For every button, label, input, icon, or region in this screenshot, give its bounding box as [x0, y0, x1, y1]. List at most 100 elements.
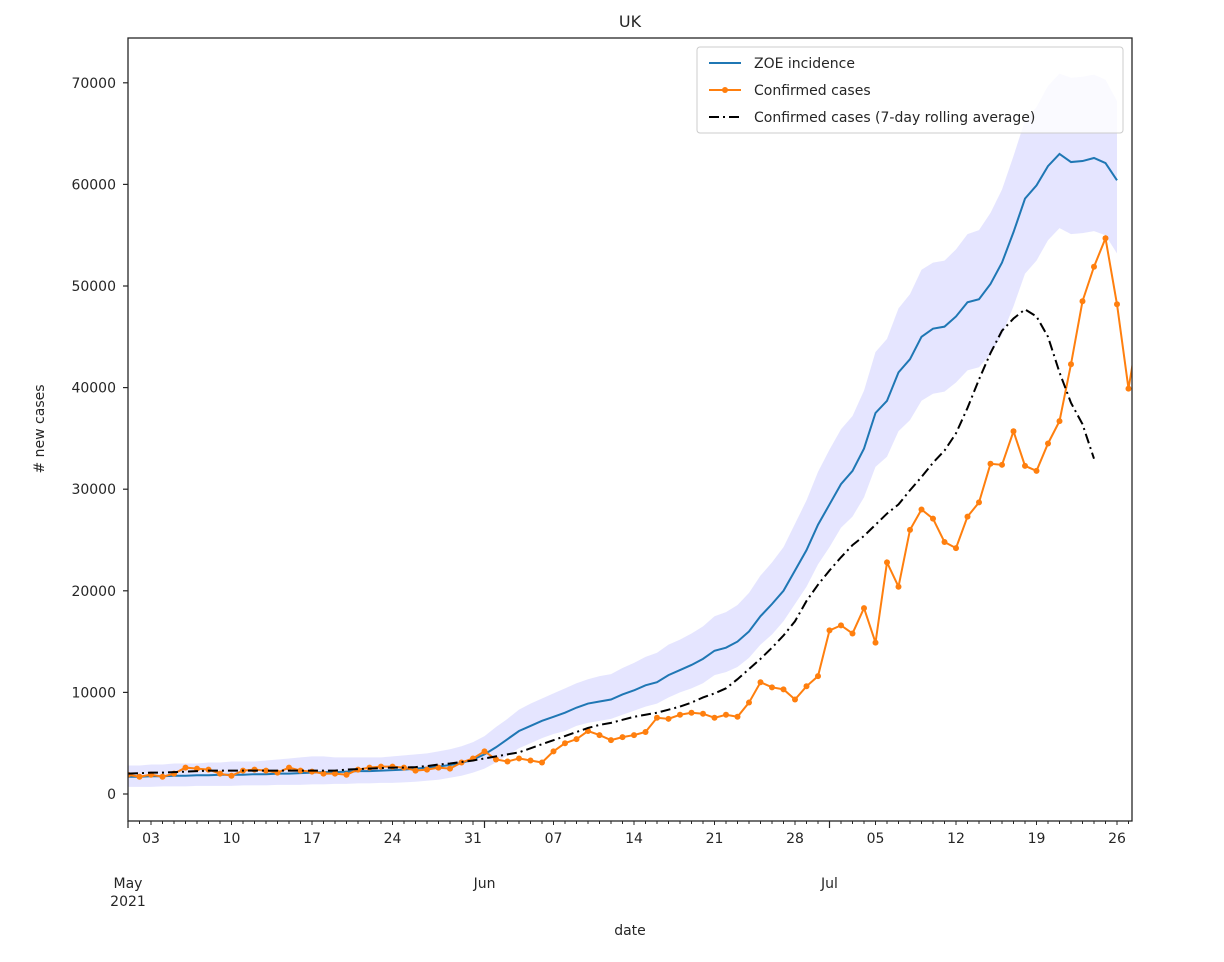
x-tick-label: 28 [786, 831, 804, 847]
x-tick-label: 21 [706, 831, 724, 847]
x-tick-label: 10 [223, 831, 241, 847]
confirmed-cases-point [631, 732, 637, 739]
y-axis: 0 10000 20000 30000 40000 50000 60000 70000 [71, 76, 128, 803]
x-major-tick-label: Jul [820, 876, 838, 892]
confirmed-cases-point [838, 622, 844, 629]
confirmed-cases-point [136, 773, 143, 780]
confirmed-cases-point [435, 764, 442, 771]
confirmed-cases-point [642, 729, 649, 736]
confirmed-cases-point [677, 711, 683, 718]
confirmed-cases-point [987, 460, 994, 467]
confirmed-cases-point [481, 748, 488, 755]
x-major-tick-label: May [114, 876, 143, 892]
confirmed-cases-point [815, 673, 821, 680]
x-tick-label: 14 [625, 831, 643, 847]
x-tick-label: 12 [947, 831, 965, 847]
confirmed-cases-point [619, 734, 626, 741]
confirmed-cases-point [884, 559, 890, 566]
confirmed-cases-point [1091, 263, 1097, 270]
confirmed-cases-point [1125, 385, 1132, 392]
confirmed-cases-point [1114, 301, 1120, 308]
y-tick-label: 70000 [71, 76, 116, 92]
x-tick-label: 03 [142, 831, 160, 847]
plot-frame [127, 37, 1133, 822]
series-line-rolling-average [128, 308, 1095, 775]
confirmed-cases-point [297, 767, 304, 774]
confirmed-cases-point [228, 772, 235, 779]
confirmed-cases-point [654, 714, 660, 721]
confirmed-cases-point [194, 765, 200, 772]
confirmed-cases-point [757, 679, 764, 686]
y-tick-label: 10000 [71, 685, 116, 701]
confirmed-cases-point [769, 684, 775, 691]
x-major-tick-label: 2021 [110, 894, 146, 910]
confirmed-cases-point [803, 683, 810, 690]
confirmed-cases-point [182, 764, 189, 771]
x-axis-title: date [614, 923, 646, 939]
confirmed-cases-point [711, 714, 718, 721]
confirmed-cases-point [907, 526, 913, 533]
confirmed-cases-point [976, 499, 982, 506]
x-major-tick-label: Jun [473, 876, 496, 892]
x-tick-label: 07 [545, 831, 563, 847]
legend-label: Confirmed cases [754, 83, 871, 99]
confirmed-cases-point [1079, 298, 1086, 305]
y-axis-title: # new cases [32, 384, 48, 473]
series-line-zoe-incidence [128, 152, 1118, 778]
confirmed-cases-point [953, 545, 959, 552]
confirmed-cases-point [941, 539, 948, 546]
confirmed-cases-point [355, 766, 361, 773]
x-tick-label: 05 [867, 831, 885, 847]
series-group [128, 73, 1132, 787]
confirmed-cases-point [780, 686, 787, 693]
legend-marker [722, 87, 728, 93]
confirmed-cases-point [573, 736, 580, 743]
confirmed-cases-point [1022, 462, 1028, 469]
y-tick-label: 50000 [71, 279, 116, 295]
confirmed-cases-point [826, 627, 833, 634]
x-tick-label: 31 [464, 831, 482, 847]
confirmed-cases-point [918, 506, 925, 513]
confirmed-cases-point [688, 709, 695, 716]
confirmed-cases-point [424, 766, 430, 773]
confirmed-cases-point [849, 630, 856, 637]
y-tick-label: 30000 [71, 482, 116, 498]
confirmed-cases-point [723, 711, 729, 718]
confirmed-cases-point [401, 764, 407, 771]
confirmed-cases-point [1033, 467, 1040, 474]
confirmed-cases-point [263, 767, 269, 774]
confirmed-cases-point [332, 770, 338, 777]
confirmed-cases-point [159, 773, 166, 780]
x-tick-label: 17 [303, 831, 321, 847]
plot-area [128, 73, 1132, 787]
confirmed-cases-point [734, 713, 741, 720]
y-tick-label: 0 [107, 787, 116, 803]
confirmed-cases-point [527, 757, 534, 764]
x-tick-label: 24 [384, 831, 402, 847]
y-tick-label: 60000 [71, 177, 116, 193]
zoe-confidence-band [128, 73, 1117, 787]
confirmed-cases-point [447, 765, 453, 772]
confirmed-cases-point [309, 768, 315, 775]
confirmed-cases-point [872, 639, 879, 646]
legend-label: Confirmed cases (7-day rolling average) [754, 110, 1035, 126]
confirmed-cases-point [412, 767, 419, 774]
x-tick-label: 26 [1108, 831, 1126, 847]
confirmed-cases-point [217, 770, 223, 777]
confirmed-cases-point [562, 740, 568, 747]
legend: ZOE incidence Confirmed cases Confirmed ca… [696, 46, 1124, 134]
confirmed-cases-point [1102, 235, 1109, 242]
chart-title: UK [619, 12, 642, 31]
confirmed-cases-point [493, 756, 499, 763]
confirmed-cases-point [516, 755, 522, 762]
x-tick-label: 19 [1028, 831, 1046, 847]
y-tick-label: 40000 [71, 381, 116, 397]
confirmed-cases-point [1056, 418, 1063, 425]
confirmed-cases-point [205, 766, 212, 773]
confirmed-cases-point [999, 461, 1005, 468]
confirmed-cases-point [343, 771, 350, 778]
confirmed-cases-point [930, 515, 936, 522]
confirmed-cases-point [286, 764, 292, 771]
